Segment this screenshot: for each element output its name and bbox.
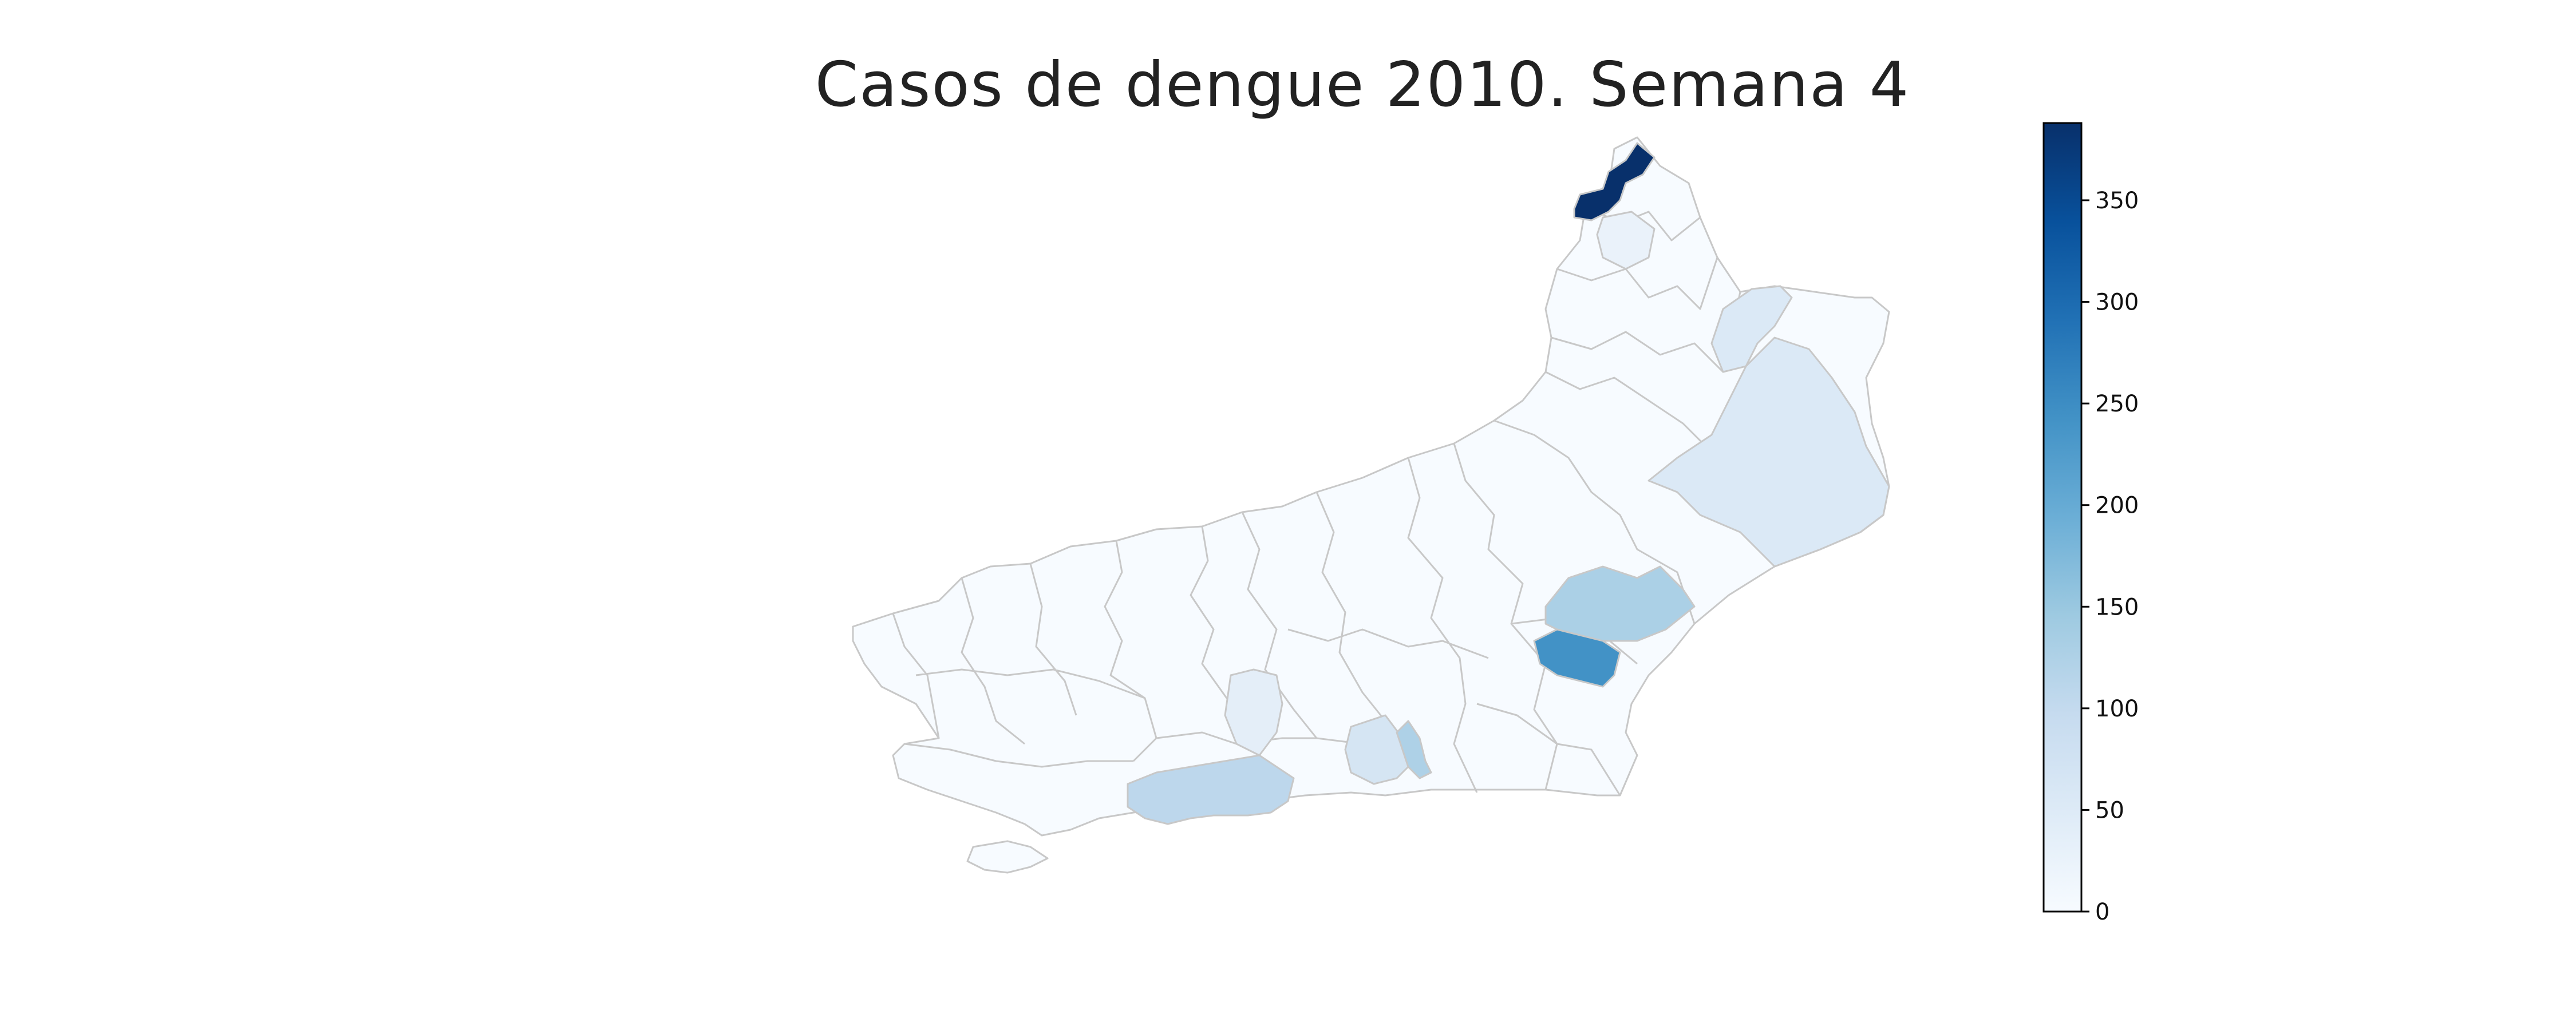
colorbar-tick-label: 300	[2095, 290, 2139, 316]
state-base	[852, 136, 1890, 837]
island	[966, 840, 1049, 874]
colorbar-tick-label: 350	[2095, 188, 2139, 214]
region-northern-tip	[1573, 142, 1656, 221]
colorbar-tick-label: 0	[2095, 899, 2109, 925]
colorbar-tick-label: 250	[2095, 391, 2139, 417]
colorbar-tick-label: 100	[2095, 696, 2139, 722]
colorbar-tick-label: 150	[2095, 594, 2139, 620]
state-map	[852, 136, 1890, 874]
region-rio-city	[1127, 754, 1295, 825]
region-east-large	[1647, 336, 1890, 568]
chart-title: Casos de dengue 2010. Semana 4	[815, 49, 1910, 121]
region-central-east	[1533, 628, 1621, 688]
colorbar-ticks: 0 50 100 150 200 250 300 350	[2081, 188, 2139, 925]
region-north-small	[1596, 211, 1656, 270]
colorbar-tick-label: 50	[2095, 797, 2124, 823]
colorbar: 0 50 100 150 200 250 300 350	[2042, 122, 2139, 925]
region-niteroi-area	[1396, 720, 1432, 779]
colorbar-tick-label: 200	[2095, 493, 2139, 519]
region-center-strip	[1224, 668, 1283, 756]
region-northeast	[1710, 285, 1793, 373]
colorbar-gradient	[2042, 122, 2083, 913]
boundaries	[892, 205, 1776, 796]
